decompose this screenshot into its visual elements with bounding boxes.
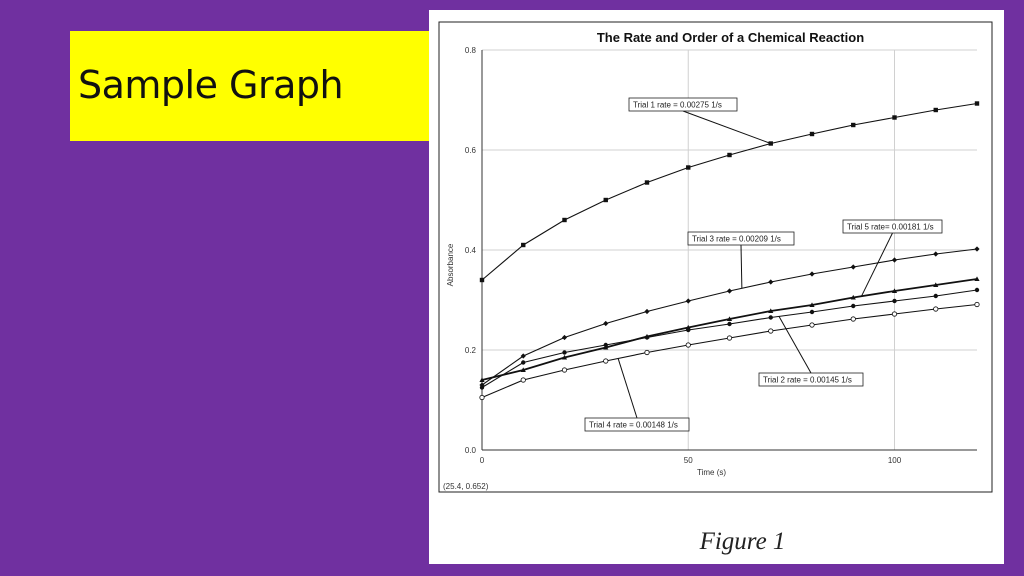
trial-5-callout-leader (861, 232, 893, 297)
trial-1-callout-leader (682, 110, 771, 144)
trial-1-point (933, 107, 938, 113)
trial-3-point (726, 288, 733, 294)
trial-5-point (974, 276, 980, 281)
slide-title-box: Sample Graph (70, 31, 432, 141)
trial-3-point (603, 320, 609, 327)
slide-title: Sample Graph (78, 63, 344, 107)
trial-5-point (479, 377, 485, 382)
y-tick-label: 0.0 (465, 446, 477, 455)
trial-3-point (974, 246, 980, 252)
trial-2-point (768, 315, 773, 320)
trial-5-point (603, 344, 609, 350)
trial-3-point (520, 353, 526, 359)
x-tick-label: 50 (684, 456, 693, 465)
line-chart: The Rate and Order of a Chemical Reactio… (438, 21, 993, 493)
trial-3-point (479, 382, 485, 388)
x-axis-label: Time (s) (697, 468, 726, 477)
trial-4-point (974, 301, 980, 308)
trial-1-point (809, 131, 815, 137)
trial-2-callout-box (758, 372, 864, 387)
trial-3-point (933, 251, 939, 257)
trial-2-point (933, 293, 938, 299)
y-tick-label: 0.6 (465, 146, 477, 155)
trial-1-point (727, 152, 732, 158)
trial-4-callout-box (584, 417, 690, 432)
y-axis-label: Absorbance (446, 243, 455, 286)
trial-5-point (561, 354, 568, 360)
trial-1-point (479, 277, 485, 283)
trial-3-point (850, 264, 856, 270)
trial-2-point (562, 350, 567, 355)
trial-4-point (603, 358, 609, 364)
trial-5-point (685, 324, 691, 330)
trial-3-point (891, 257, 898, 263)
trial-2-point (727, 321, 732, 327)
trial-1-point (644, 180, 650, 185)
trial-1-point (562, 217, 567, 223)
trial-5-callout-label: Trial 5 rate= 0.00181 1/s (847, 223, 934, 232)
trial-3-point (809, 271, 815, 277)
trial-1-point (851, 122, 856, 128)
trial-2-callout-label: Trial 2 rate = 0.00145 1/s (763, 376, 852, 385)
trial-4-point (891, 311, 898, 317)
coordinate-readout: (25.4, 0.652) (443, 482, 489, 491)
trial-4-point (809, 322, 815, 328)
trial-3-callout-label: Trial 3 rate = 0.00209 1/s (692, 235, 781, 244)
trial-2-point (809, 309, 815, 315)
trial-4-point (685, 342, 691, 348)
trial-4-point (768, 328, 774, 334)
trial-2-point (892, 298, 897, 304)
trial-3-callout-box (687, 231, 795, 246)
trial-5-point (850, 294, 856, 300)
y-tick-label: 0.8 (465, 46, 477, 55)
trial-4-point (520, 377, 526, 383)
trial-3-callout-leader (740, 244, 743, 289)
trial-5-point (809, 302, 815, 307)
chart-frame (438, 21, 993, 493)
trial-4-point (933, 306, 939, 312)
chart-title: The Rate and Order of a Chemical Reactio… (597, 30, 864, 45)
trial-5-point (520, 367, 526, 372)
trial-2-point (974, 287, 980, 293)
trial-4-point (479, 394, 485, 401)
trial-4-point (850, 316, 856, 322)
trial-5-point (768, 308, 774, 313)
trial-5-point (891, 288, 898, 293)
trial-1-point (603, 197, 608, 203)
trial-1-callout-box (628, 97, 738, 112)
x-tick-label: 100 (888, 456, 902, 465)
trial-1-point (686, 165, 691, 170)
trial-3-point (685, 298, 691, 304)
trial-5-point (726, 316, 733, 321)
trial-4-callout-label: Trial 4 rate = 0.00148 1/s (589, 421, 678, 430)
trial-1-point (974, 101, 980, 106)
trial-3-point (561, 334, 568, 341)
trial-1-callout-label: Trial 1 rate = 0.00275 1/s (633, 101, 722, 110)
figure-caption: Figure 1 (699, 528, 786, 555)
trial-4-callout-leader (617, 358, 638, 419)
y-tick-label: 0.2 (465, 346, 477, 355)
trial-5-callout-box (842, 219, 943, 234)
trial-3-point (644, 308, 650, 315)
trial-2-callout-leader (778, 316, 812, 374)
trial-4-point (726, 335, 733, 341)
trial-1-point (892, 115, 897, 120)
x-tick-label: 0 (480, 456, 485, 465)
trial-2-point (521, 360, 526, 365)
trial-1-point (521, 242, 526, 248)
trial-4-point (561, 367, 568, 373)
trial-3-point (768, 279, 774, 285)
figure-panel: The Rate and Order of a Chemical Reactio… (429, 10, 1004, 564)
trial-5-point (933, 282, 939, 287)
y-tick-label: 0.4 (465, 246, 477, 255)
trial-4-point (644, 349, 650, 356)
trial-5-point (644, 333, 650, 339)
trial-2-point (851, 303, 856, 309)
